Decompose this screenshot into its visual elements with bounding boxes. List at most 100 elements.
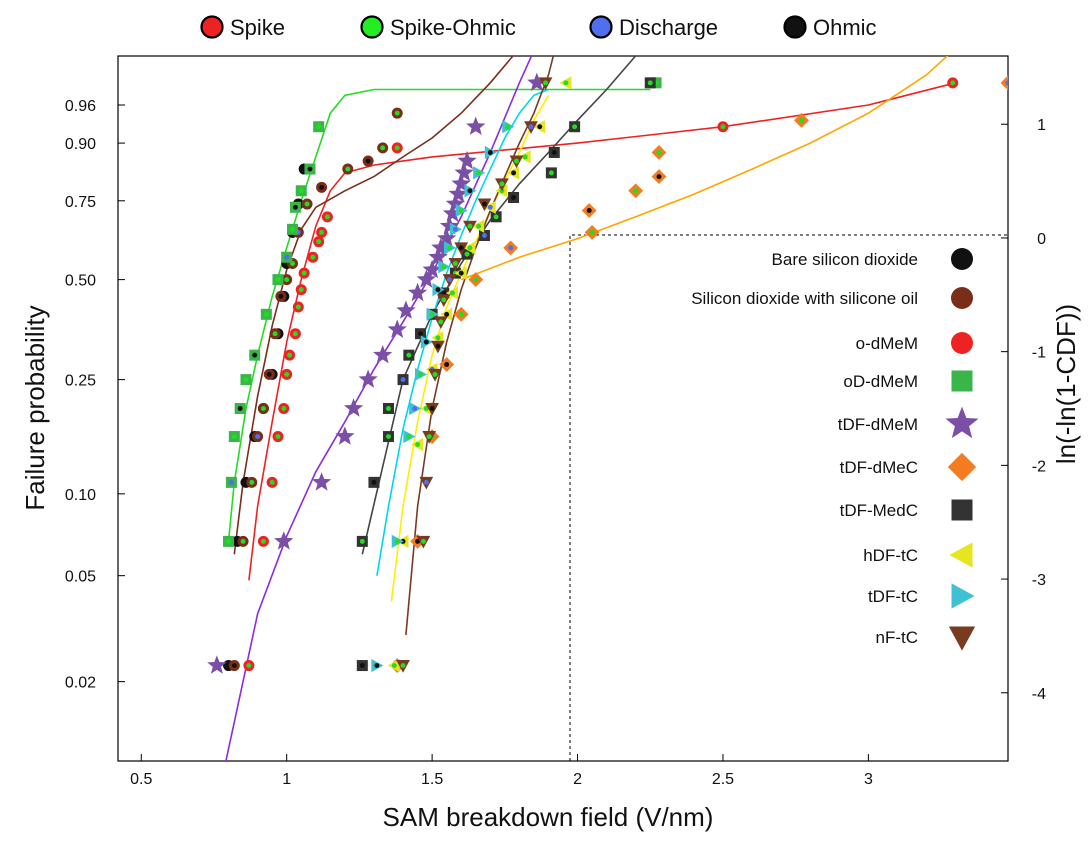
fit-line — [376, 88, 549, 576]
mode-legend-label: Spike-Ohmic — [390, 15, 516, 40]
data-point — [502, 120, 515, 134]
data-point — [438, 260, 451, 274]
y2-tick-label: -1 — [1032, 345, 1046, 362]
series-legend-label: hDF-tC — [863, 546, 918, 565]
data-point — [414, 367, 428, 382]
data-point — [461, 248, 473, 260]
series-legend-item: tDF-tC — [868, 583, 975, 609]
data-point — [454, 266, 467, 280]
series-legend-marker — [947, 452, 977, 482]
data-point — [477, 198, 492, 212]
y2-tick-label: -4 — [1032, 686, 1046, 703]
data-point — [439, 216, 460, 235]
data-point — [473, 166, 486, 180]
data-points — [207, 72, 1008, 674]
data-point — [428, 247, 448, 266]
fit-line — [248, 82, 956, 581]
y-axis-right: -4 -3 -2 -1 0 1 — [1001, 117, 1046, 703]
x-tick-label: 1.5 — [421, 771, 443, 788]
series-legend-label: Bare silicon dioxide — [772, 250, 918, 269]
data-point — [391, 142, 403, 154]
data-point — [335, 426, 355, 445]
data-point — [428, 368, 442, 382]
fit-line — [460, 56, 949, 281]
data-point — [368, 476, 380, 488]
data-point — [257, 535, 269, 547]
y2-tick-label: -3 — [1032, 572, 1046, 589]
data-point — [569, 121, 581, 133]
data-point — [281, 368, 293, 380]
y2-tick-label: 1 — [1037, 117, 1046, 134]
mode-legend-item: Ohmic — [783, 15, 877, 40]
data-point — [422, 259, 442, 279]
data-point — [207, 655, 227, 674]
y-axis-left: 0.02 0.05 0.10 0.25 0.50 0.75 0.90 0.96 — [65, 98, 125, 692]
x-tick-label: 2.5 — [712, 771, 734, 788]
data-point — [436, 294, 451, 308]
mode-legend-label: Spike — [230, 15, 285, 40]
series-legend-marker — [951, 287, 973, 309]
data-point — [410, 437, 424, 452]
data-point — [311, 472, 332, 491]
data-point — [281, 274, 293, 286]
data-point — [371, 658, 384, 673]
series-legend-label: oD-dMeM — [843, 372, 918, 391]
data-point — [448, 258, 463, 271]
data-point — [419, 476, 434, 490]
data-point — [342, 163, 354, 175]
data-point — [295, 185, 307, 197]
data-point — [432, 282, 445, 297]
data-point — [313, 121, 325, 133]
y-tick-label: 0.75 — [65, 194, 96, 211]
series-legend-marker — [951, 499, 973, 521]
y2-axis-title: ln(-ln(1-CDF)) — [1051, 304, 1081, 464]
series-legend-label: tDF-dMeM — [838, 415, 918, 434]
data-point — [373, 345, 393, 364]
data-point — [289, 201, 301, 213]
data-point — [464, 184, 477, 198]
data-point — [292, 301, 304, 313]
data-point — [252, 431, 264, 443]
data-point — [438, 287, 450, 299]
data-point — [295, 284, 307, 296]
data-point — [410, 533, 426, 549]
series-legend-label: Silicon dioxide with silicone oil — [691, 289, 918, 308]
data-point — [278, 402, 290, 414]
series-legend-marker — [948, 626, 976, 651]
data-point — [416, 535, 431, 549]
x-axis: 0.5 1 1.5 2 2.5 3 — [130, 754, 873, 788]
data-point — [584, 224, 600, 240]
data-point — [307, 251, 319, 263]
fit-line — [233, 56, 514, 555]
data-point — [463, 241, 476, 255]
data-point — [442, 203, 463, 222]
data-point — [223, 535, 235, 547]
data-point — [425, 402, 439, 416]
data-point — [272, 431, 284, 443]
x-tick-label: 3 — [864, 771, 873, 788]
data-point — [439, 357, 455, 372]
data-point — [455, 203, 468, 218]
data-point — [249, 349, 261, 361]
data-point — [947, 77, 959, 89]
data-point — [442, 274, 457, 287]
data-point — [358, 369, 378, 388]
series-legend-label: tDF-dMeC — [840, 458, 918, 477]
data-point — [266, 476, 278, 488]
data-point — [454, 242, 469, 256]
data-point — [343, 398, 364, 417]
data-point — [651, 169, 667, 185]
y-tick-label: 0.25 — [65, 373, 96, 390]
data-point — [545, 167, 557, 179]
data-point — [356, 535, 368, 547]
data-point — [524, 121, 538, 134]
mode-legend-item: Spike-Ohmic — [360, 15, 516, 40]
fit-lines — [225, 56, 956, 761]
y2-tick-label: 0 — [1037, 231, 1046, 248]
data-point — [444, 241, 457, 255]
data-point — [246, 476, 258, 488]
series-legend-label: nF-tC — [876, 628, 919, 647]
data-point — [651, 145, 667, 160]
series-legend-item: tDF-dMeM — [838, 406, 979, 439]
